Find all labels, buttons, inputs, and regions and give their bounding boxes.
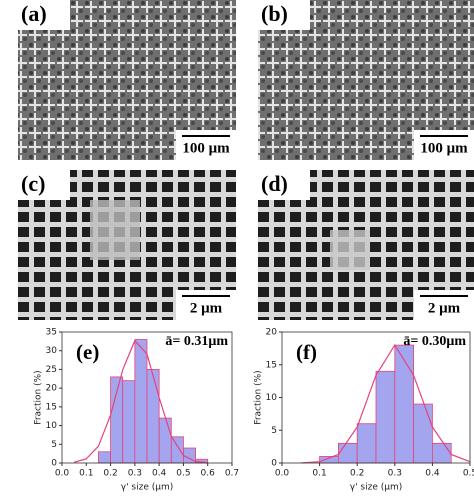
panel-label: (a) (21, 1, 47, 26)
x-tick-label: 0.3 (388, 469, 402, 479)
bar (319, 456, 339, 464)
y-tick-label: 30 (46, 346, 58, 356)
axes-frame (61, 331, 233, 464)
x-tick-label: 0.1 (312, 469, 326, 479)
bar (413, 403, 433, 464)
histogram-chart: 0.0 0.1 0.2 0.3 0.4 0.5 0 5 10 15 20 γ' size (μm) Fr… (254, 328, 474, 493)
bar (356, 423, 377, 464)
panel-label: (c) (21, 171, 45, 196)
y-axis-label: Fraction (%) (254, 370, 264, 424)
y-tick-label: 20 (46, 384, 58, 394)
panel-label: (d) (261, 171, 288, 196)
bar (134, 339, 148, 464)
x-tick-label: 0.0 (275, 469, 290, 479)
x-axis-label: γ' size (μm) (350, 483, 403, 493)
histograms: 0.0 0.1 0.2 0.3 0.4 0.5 0.6 0.7 0 5 10 15 20 25 30 35 γ'… (34, 328, 474, 493)
y-tick-label: 15 (266, 360, 277, 370)
y-tick-label: 0 (271, 459, 277, 469)
x-tick-label: 0.4 (152, 469, 167, 479)
x-tick-label: 0.3 (128, 469, 142, 479)
y-tick-label: 20 (266, 328, 278, 338)
x-axis-label: γ' size (μm) (121, 483, 174, 493)
x-tick-label: 0.2 (103, 469, 117, 479)
panel-label-box (258, 170, 310, 200)
x-tick-label: 0.2 (350, 469, 364, 479)
panel-label: (f) (296, 340, 317, 364)
bar (394, 344, 414, 464)
y-tick-label: 35 (46, 328, 57, 338)
y-tick-label: 25 (46, 365, 57, 375)
x-tick-label: 0.7 (225, 469, 239, 479)
bar (110, 376, 124, 464)
scale-label: 2 μm (428, 300, 461, 316)
x-tick-label: 0.5 (463, 469, 474, 479)
fit-curve (73, 339, 208, 464)
y-tick-label: 15 (46, 402, 57, 412)
bar (375, 370, 396, 464)
fit-curve (300, 343, 471, 464)
panel-label: (b) (261, 1, 288, 26)
mean-annotation: ā= 0.31μm (165, 334, 228, 349)
panel-annotations: (a) 100 μm (b) 100 μm (c) 2 μm (d) 2 μm (18, 0, 474, 320)
x-tick-label: 0.0 (55, 469, 70, 479)
panel-label-box (18, 170, 70, 200)
panel-label-box (18, 0, 70, 30)
bar (146, 369, 160, 464)
panel-label: (e) (76, 340, 99, 364)
scale-label: 100 μm (182, 140, 230, 156)
panel-label-box (258, 0, 310, 30)
x-tick-label: 0.5 (176, 469, 190, 479)
x-tick-label: 0.1 (79, 469, 93, 479)
y-tick-label: 0 (51, 459, 57, 469)
bar (337, 442, 358, 464)
mean-annotation: ā= 0.30μm (403, 334, 466, 349)
bar (170, 436, 184, 464)
y-tick-label: 5 (271, 426, 277, 436)
bar (158, 417, 172, 464)
x-tick-label: 0.6 (201, 469, 216, 479)
y-tick-label: 5 (51, 440, 57, 450)
bar (122, 380, 136, 464)
y-axis-label: Fraction (%) (34, 370, 44, 424)
scale-label: 2 μm (190, 300, 223, 316)
bar (431, 442, 452, 464)
x-tick-label: 0.4 (425, 469, 440, 479)
bar (98, 451, 111, 464)
scale-label: 100 μm (420, 140, 468, 156)
y-tick-label: 10 (266, 393, 278, 403)
histogram-chart: 0.0 0.1 0.2 0.3 0.4 0.5 0.6 0.7 0 5 10 15 20 25 30 35 γ'… (34, 328, 240, 493)
y-tick-label: 10 (46, 421, 58, 431)
